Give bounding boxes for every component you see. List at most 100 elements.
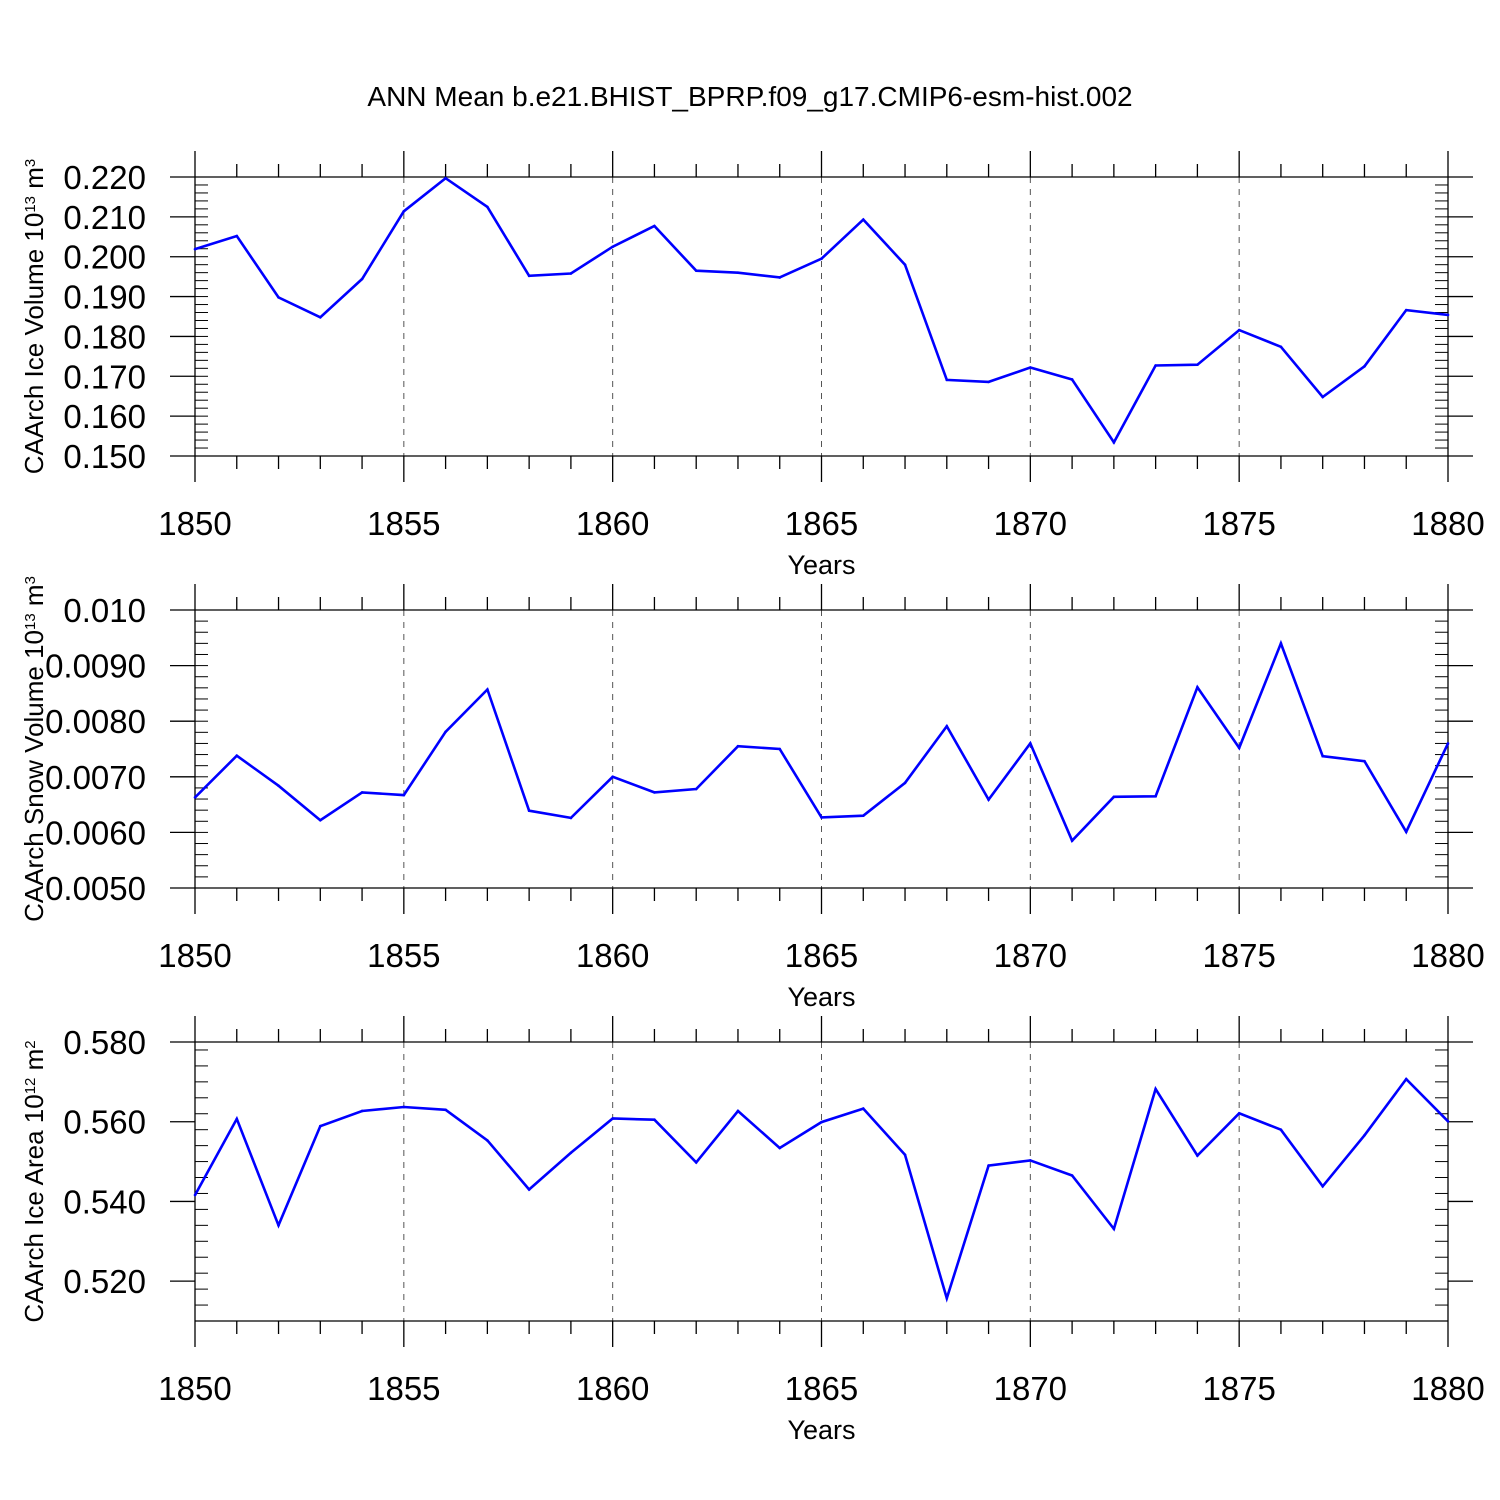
data-point bbox=[945, 378, 949, 382]
data-point bbox=[319, 315, 322, 319]
x-tick-label: 1865 bbox=[785, 937, 858, 974]
x-tick-label: 1875 bbox=[1202, 937, 1275, 974]
y-tick-label: 0.580 bbox=[63, 1024, 146, 1061]
y-tick-label: 0.220 bbox=[63, 159, 146, 196]
y-axis-label-superscript: 12 bbox=[22, 1078, 39, 1095]
x-tick-label: 1860 bbox=[576, 937, 649, 974]
data-point bbox=[1112, 441, 1116, 444]
data-point bbox=[193, 247, 197, 251]
x-tick-label: 1850 bbox=[158, 937, 231, 974]
data-point bbox=[569, 1151, 573, 1155]
x-tick-label: 1860 bbox=[576, 505, 649, 542]
y-tick-label: 0.150 bbox=[63, 438, 146, 475]
y-tick-label: 0.210 bbox=[63, 199, 146, 236]
y-axis-label-superscript: 2 bbox=[22, 1040, 39, 1048]
data-point bbox=[778, 276, 782, 279]
data-point bbox=[1363, 759, 1366, 763]
data-point bbox=[1404, 830, 1408, 834]
data-point bbox=[945, 1296, 949, 1300]
data-point bbox=[694, 787, 698, 791]
data-point bbox=[486, 1139, 489, 1142]
y-tick-label: 0.010 bbox=[63, 592, 146, 629]
data-point bbox=[1196, 685, 1199, 689]
x-tick-label: 1860 bbox=[576, 1370, 649, 1407]
y-tick-label: 0.0050 bbox=[45, 870, 146, 907]
data-point bbox=[235, 234, 239, 238]
data-point bbox=[861, 814, 865, 818]
data-point bbox=[1321, 1184, 1324, 1188]
data-point bbox=[694, 1161, 698, 1164]
data-point bbox=[319, 818, 322, 822]
data-point bbox=[1404, 1077, 1408, 1081]
data-point bbox=[694, 269, 698, 272]
y-axis-label-superscript: 13 bbox=[22, 196, 39, 213]
data-point bbox=[1112, 795, 1116, 799]
data-point bbox=[1446, 742, 1450, 745]
data-point bbox=[820, 1120, 823, 1124]
data-point bbox=[611, 775, 614, 779]
chart-panel-1: 1850 1855 1860 1865 1870 1875 18800.1500.1600.… bbox=[19, 151, 1485, 580]
x-tick-label: 1870 bbox=[994, 505, 1067, 542]
data-point bbox=[444, 730, 447, 734]
data-point bbox=[402, 209, 406, 213]
y-axis-label-superscript: 3 bbox=[22, 159, 39, 167]
data-point bbox=[611, 1117, 614, 1120]
data-point bbox=[569, 272, 573, 275]
data-point bbox=[402, 1105, 406, 1109]
y-tick-label: 0.540 bbox=[63, 1183, 146, 1220]
y-axis-label-text: CAArch Snow Volume 10 bbox=[19, 630, 49, 922]
data-point bbox=[736, 1109, 740, 1113]
x-tick-label: 1865 bbox=[785, 1370, 858, 1407]
data-point bbox=[1070, 378, 1074, 381]
data-point bbox=[444, 1108, 447, 1112]
data-point bbox=[736, 744, 740, 748]
data-point bbox=[277, 1224, 280, 1227]
chart-title: ANN Mean b.e21.BHIST_BPRP.f09_g17.CMIP6-… bbox=[367, 81, 1132, 112]
data-point bbox=[653, 791, 656, 794]
data-point bbox=[360, 277, 364, 281]
x-tick-label: 1880 bbox=[1411, 1370, 1484, 1407]
data-point bbox=[235, 754, 239, 757]
data-point bbox=[1237, 746, 1241, 750]
x-tick-label: 1855 bbox=[367, 937, 440, 974]
y-axis-label: CAArch Snow Volume 1013 m3 bbox=[19, 576, 49, 922]
data-point bbox=[1321, 754, 1324, 758]
y-tick-label: 0.200 bbox=[63, 239, 146, 276]
y-tick-label: 0.0060 bbox=[45, 814, 146, 851]
y-axis-label-superscript: 3 bbox=[22, 576, 39, 584]
y-tick-label: 0.0080 bbox=[45, 703, 146, 740]
x-tick-label: 1875 bbox=[1202, 1370, 1275, 1407]
y-tick-label: 0.170 bbox=[63, 358, 146, 395]
data-point bbox=[903, 263, 907, 266]
data-point bbox=[527, 1188, 531, 1191]
data-point bbox=[653, 224, 656, 228]
data-point bbox=[987, 380, 990, 384]
data-point bbox=[1237, 328, 1241, 332]
y-axis-label-text: CAArch Ice Area 10 bbox=[19, 1094, 49, 1322]
x-axis-label: Years bbox=[787, 982, 855, 1012]
data-point bbox=[569, 816, 573, 820]
x-tick-label: 1865 bbox=[785, 505, 858, 542]
data-point bbox=[1112, 1227, 1116, 1231]
x-axis-label: Years bbox=[787, 550, 855, 580]
data-point bbox=[235, 1117, 239, 1121]
data-point bbox=[1237, 1112, 1241, 1115]
data-point bbox=[611, 245, 614, 249]
x-axis-label: Years bbox=[787, 1415, 855, 1445]
data-point bbox=[1363, 1133, 1366, 1137]
y-tick-label: 0.560 bbox=[63, 1104, 146, 1141]
data-point bbox=[1029, 366, 1032, 369]
data-point bbox=[903, 781, 907, 785]
data-point bbox=[903, 1153, 907, 1157]
data-point bbox=[1279, 1128, 1283, 1131]
y-axis-label-text: m bbox=[19, 167, 49, 196]
x-tick-label: 1870 bbox=[994, 1370, 1067, 1407]
x-tick-label: 1855 bbox=[367, 1370, 440, 1407]
data-point bbox=[319, 1124, 322, 1128]
data-point bbox=[1363, 365, 1366, 368]
x-tick-label: 1880 bbox=[1411, 505, 1484, 542]
data-point bbox=[527, 809, 531, 813]
data-point bbox=[1196, 1154, 1199, 1157]
data-point bbox=[1321, 395, 1324, 399]
data-point bbox=[1196, 363, 1199, 367]
